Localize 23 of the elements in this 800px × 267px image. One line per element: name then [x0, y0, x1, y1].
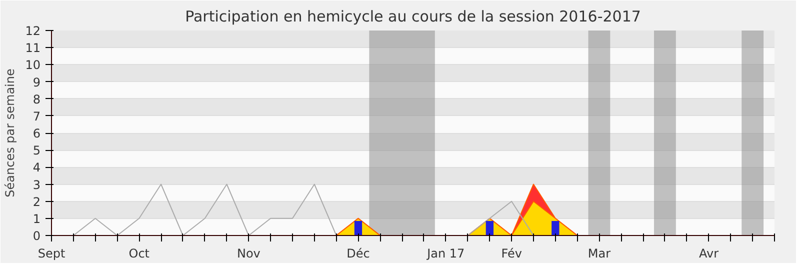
y-tick-label: 0 [32, 229, 41, 243]
x-tick-label: Déc [346, 246, 370, 260]
chart-title: Participation en hemicycle au cours de la session 2016-2017 [185, 8, 641, 26]
x-tick-label: Sept [38, 246, 66, 260]
y-tick-label: 12 [25, 24, 41, 38]
y-tick-label: 3 [32, 178, 41, 192]
x-tick-label: Avr [699, 246, 719, 260]
x-tick-label: Fév [501, 246, 522, 260]
y-tick-label: 2 [32, 194, 41, 209]
y-tick-label: 10 [25, 58, 41, 72]
x-tick-label: Oct [128, 246, 150, 260]
x-tick-label: Jan 17 [426, 246, 465, 260]
y-tick-label: 7 [32, 109, 41, 124]
y-tick-label: 9 [32, 75, 41, 90]
x-tick-label: Mar [588, 246, 611, 260]
y-tick-label: 6 [32, 126, 41, 140]
x-tick-label: Nov [236, 246, 260, 260]
y-axis-title: Séances par semaine [3, 68, 18, 198]
y-tick-label: 8 [32, 92, 41, 106]
y-tick-label: 5 [32, 144, 41, 158]
y-tick-label: 4 [32, 160, 41, 175]
y-tick-label: 11 [25, 41, 41, 56]
y-tick-label: 1 [32, 212, 41, 226]
